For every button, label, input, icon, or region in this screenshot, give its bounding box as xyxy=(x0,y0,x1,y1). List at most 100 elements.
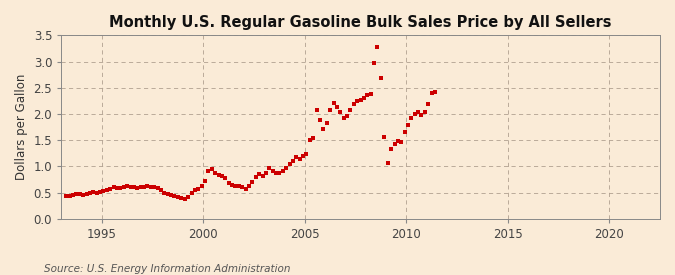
Point xyxy=(325,108,335,112)
Point xyxy=(207,167,217,172)
Point xyxy=(61,194,72,198)
Point xyxy=(399,130,410,134)
Point xyxy=(153,186,163,191)
Point xyxy=(365,92,376,96)
Point xyxy=(288,158,298,163)
Point xyxy=(186,190,197,195)
Point xyxy=(335,110,346,115)
Point xyxy=(426,91,437,96)
Point xyxy=(71,192,82,196)
Point xyxy=(81,191,92,196)
Point xyxy=(108,185,119,189)
Point xyxy=(379,135,389,139)
Point xyxy=(230,184,241,188)
Point xyxy=(369,60,379,65)
Point xyxy=(159,190,169,195)
Point xyxy=(382,160,393,165)
Point xyxy=(180,197,190,202)
Point xyxy=(176,196,187,200)
Point xyxy=(163,191,173,196)
Point xyxy=(385,146,396,151)
Point xyxy=(362,93,373,97)
Point xyxy=(183,194,194,199)
Point xyxy=(331,105,342,109)
Point xyxy=(156,188,167,192)
Point xyxy=(166,192,177,197)
Point xyxy=(277,169,288,173)
Point xyxy=(237,185,248,189)
Point xyxy=(348,102,359,107)
Point xyxy=(136,185,146,189)
Point xyxy=(240,187,251,191)
Point xyxy=(274,171,285,175)
Point xyxy=(115,186,126,190)
Point xyxy=(412,110,423,115)
Point xyxy=(328,101,339,106)
Point xyxy=(406,116,416,120)
Point xyxy=(257,174,268,178)
Point xyxy=(264,166,275,170)
Point xyxy=(122,183,132,188)
Point xyxy=(342,113,352,118)
Point xyxy=(311,108,322,112)
Point xyxy=(118,185,129,189)
Point xyxy=(423,102,433,107)
Y-axis label: Dollars per Gallon: Dollars per Gallon xyxy=(15,74,28,180)
Point xyxy=(338,116,349,120)
Point xyxy=(227,183,238,187)
Point xyxy=(321,121,332,125)
Point xyxy=(345,108,356,112)
Point xyxy=(138,185,149,189)
Point xyxy=(132,186,142,190)
Point xyxy=(396,139,406,144)
Point xyxy=(84,190,95,195)
Point xyxy=(254,172,265,176)
Point xyxy=(220,176,231,180)
Point xyxy=(101,188,112,192)
Point xyxy=(392,138,403,143)
Point xyxy=(88,190,99,194)
Point xyxy=(217,174,227,178)
Point xyxy=(402,123,413,128)
Point xyxy=(301,152,312,156)
Point xyxy=(284,162,295,166)
Point xyxy=(355,98,366,102)
Point xyxy=(190,188,200,192)
Point xyxy=(375,76,386,81)
Point xyxy=(169,194,180,198)
Point xyxy=(250,175,261,179)
Point xyxy=(298,154,308,159)
Point xyxy=(148,185,159,189)
Point xyxy=(203,168,214,173)
Point xyxy=(74,192,85,196)
Point xyxy=(196,184,207,188)
Point xyxy=(200,179,211,183)
Point xyxy=(308,136,319,140)
Point xyxy=(281,166,292,170)
Point xyxy=(410,112,421,117)
Point xyxy=(193,187,204,191)
Point xyxy=(142,183,153,188)
Point xyxy=(68,193,78,197)
Point xyxy=(247,180,258,184)
Point xyxy=(146,185,157,189)
Point xyxy=(389,142,400,146)
Point xyxy=(98,189,109,193)
Point xyxy=(420,110,431,115)
Point xyxy=(352,99,362,103)
Point xyxy=(291,155,302,160)
Point xyxy=(95,190,105,194)
Point xyxy=(234,184,244,188)
Point xyxy=(267,168,278,173)
Point xyxy=(315,118,325,122)
Point xyxy=(430,90,441,95)
Point xyxy=(294,157,305,161)
Point xyxy=(318,126,329,131)
Text: Source: U.S. Energy Information Administration: Source: U.S. Energy Information Administ… xyxy=(44,264,290,274)
Point xyxy=(210,171,221,175)
Point xyxy=(126,185,136,189)
Point xyxy=(213,172,224,177)
Point xyxy=(304,138,315,142)
Point xyxy=(105,187,115,191)
Point xyxy=(372,45,383,50)
